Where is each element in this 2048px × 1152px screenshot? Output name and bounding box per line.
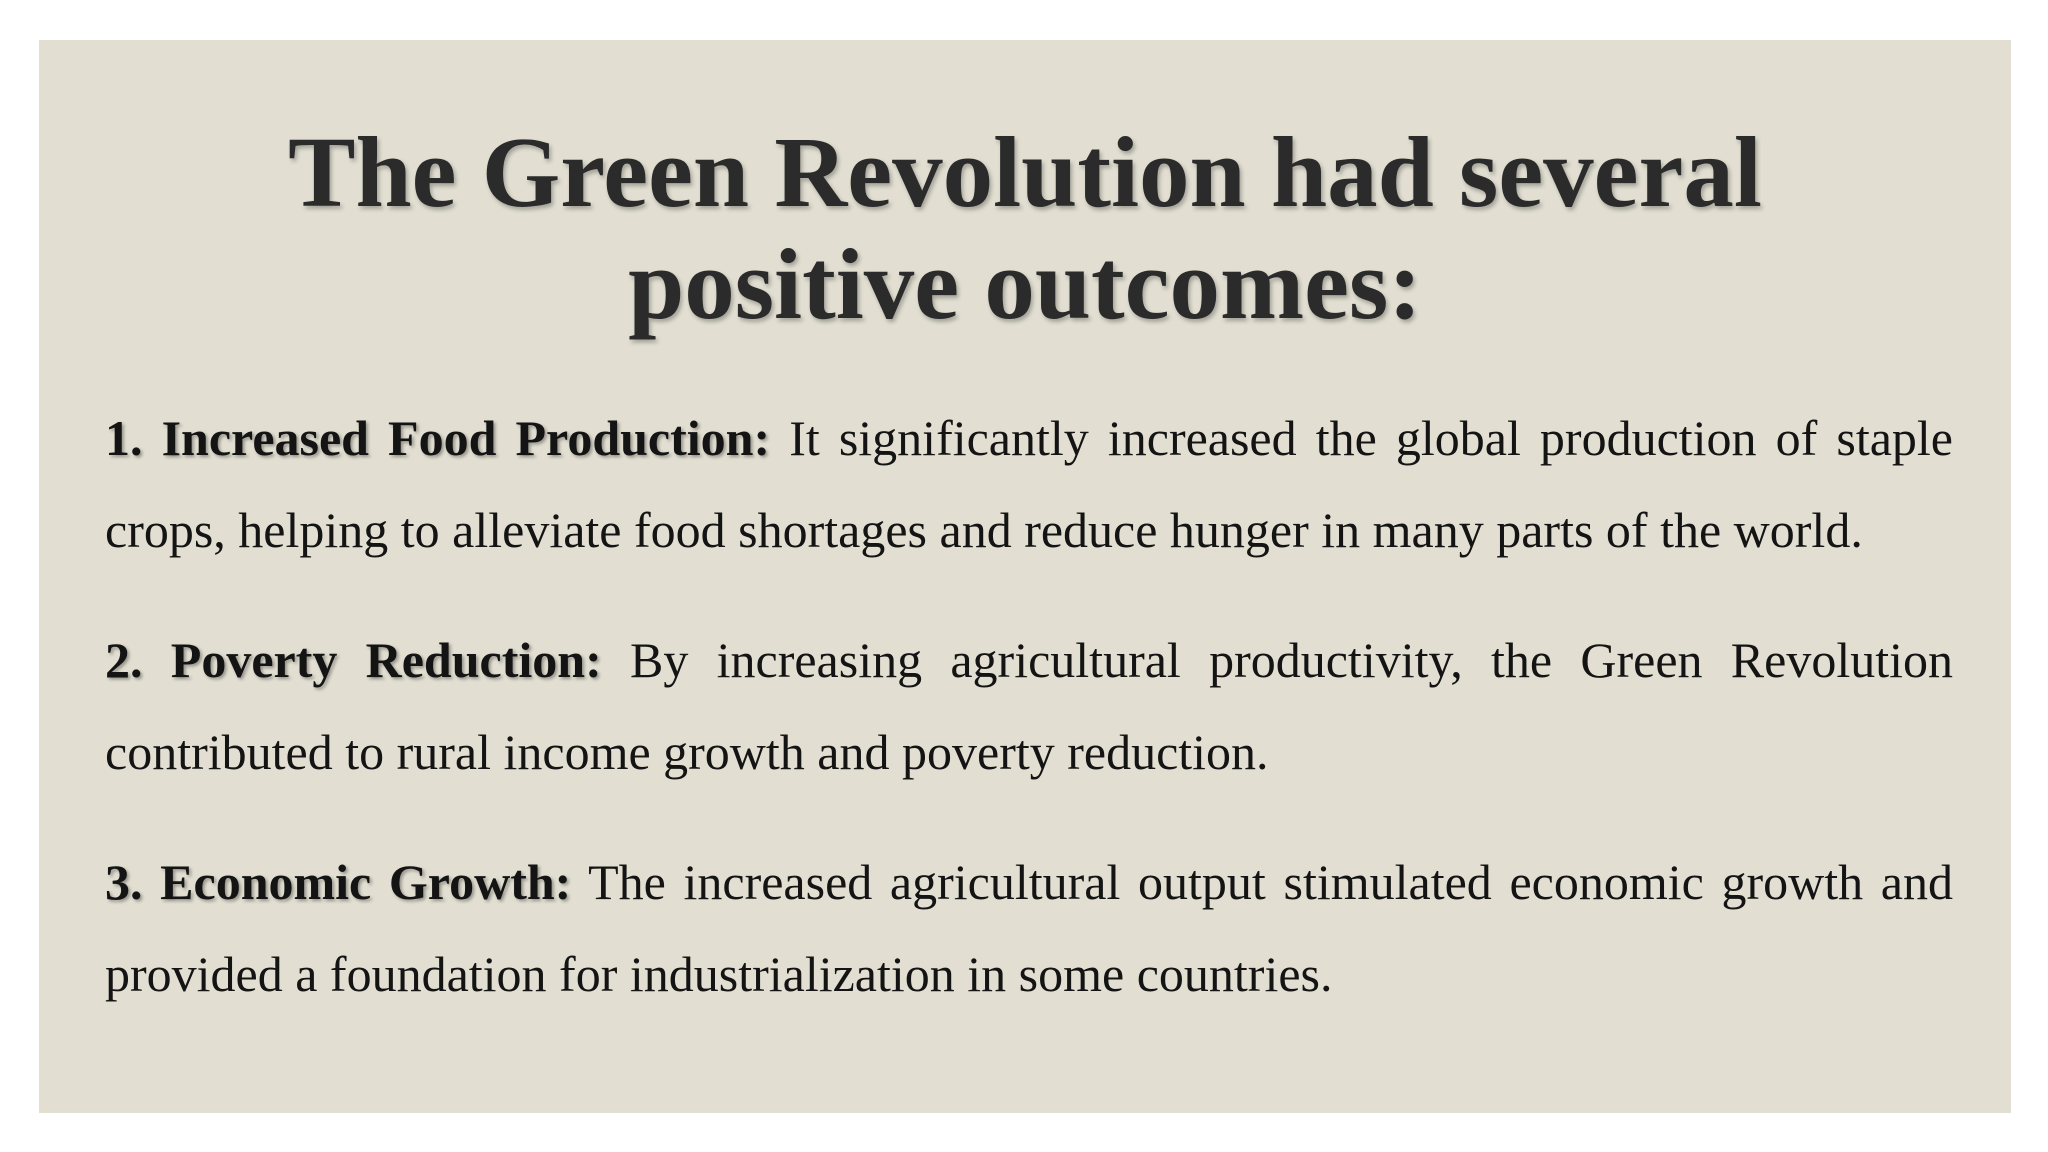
- slide-title-line-2: positive outcomes:: [628, 228, 1422, 340]
- outcome-description: The increased agricultural output stimul…: [105, 854, 1953, 1002]
- slide: The Green Revolution had several positiv…: [39, 40, 2011, 1113]
- outcome-item-economic-growth: 3. Economic Growth: The increased agricu…: [105, 836, 1953, 1020]
- outcome-heading: 2. Poverty Reduction:: [105, 632, 602, 688]
- slide-title: The Green Revolution had several positiv…: [39, 116, 2011, 340]
- outcome-item-poverty-reduction: 2. Poverty Reduction: By increasing agri…: [105, 614, 1953, 798]
- outcome-heading: 3. Economic Growth:: [105, 854, 572, 910]
- outcome-description: It significantly increased the global pr…: [105, 410, 1953, 558]
- outcomes-list: 1. Increased Food Production: It signifi…: [105, 392, 1953, 1058]
- outcome-item-food-production: 1. Increased Food Production: It signifi…: [105, 392, 1953, 576]
- slide-title-line-1: The Green Revolution had several: [288, 116, 1762, 228]
- outcome-heading: 1. Increased Food Production:: [105, 410, 771, 466]
- outcome-description: By increasing agricultural productivity,…: [105, 632, 1953, 780]
